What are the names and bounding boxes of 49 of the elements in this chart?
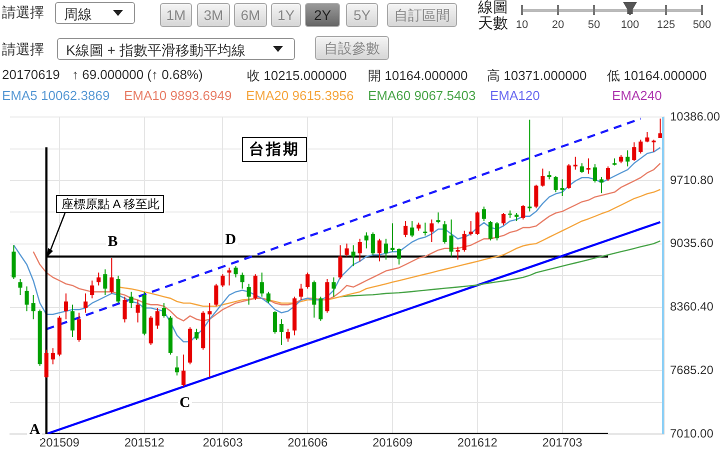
text: 請選擇 [2,41,44,59]
text: 1M [160,3,192,27]
text: EMA20 9615.3956 [246,88,354,103]
text: 100 [620,19,640,31]
text: 20 [550,19,566,31]
text: 線圖天數 [478,0,509,32]
text: 周線 [55,2,135,24]
text: 自設參數 [315,36,389,60]
x-tick-label: 201612 [457,436,498,450]
text: 6M [234,3,267,27]
text: 收 10215.000000 [247,67,347,85]
text: K線圖 + 指數平滑移動平均線 [57,38,295,60]
text: 1Y [271,3,301,27]
text: 2Y [305,3,340,27]
annotation: 座標原點 A 移至此 [56,194,164,213]
y-tick-label: 9035.60 [670,236,714,250]
text: 5Y [346,3,378,27]
annotation: D [223,232,238,250]
y-tick-label: 7685.20 [670,362,714,377]
text: 10 [514,19,530,31]
annotation: A [27,422,42,439]
legend-label: EMA120 [490,88,540,103]
y-tick-label: 9710.80 [670,172,714,187]
text: 低 10164.000000 [607,67,707,85]
text: 自訂區間 [387,3,457,27]
text: 50 [586,19,602,31]
text: 500 [692,19,712,31]
text: 開 10164.000000 [368,67,468,85]
text: 125 [656,19,676,31]
x-tick-label: 201606 [288,436,328,450]
text: 請選擇 [2,4,44,22]
annotation: C [178,395,192,412]
text: ↑ 69.000000 (↑ 0.68%) [72,67,203,82]
x-tick-label: 201603 [202,436,244,450]
x-tick-label: 201609 [372,436,413,450]
annotation: B [106,234,120,252]
text: EMA10 9893.6949 [124,88,232,103]
text: 3M [197,3,230,27]
x-tick-label: 201703 [542,436,583,450]
text: 台指期 [242,137,307,162]
text: EMA60 9067.5403 [368,88,476,103]
y-tick-label: 7010.00 [670,426,714,440]
x-tick-label: 201512 [124,436,165,450]
text: 20170619 [2,67,60,82]
y-tick-label: 8360.40 [670,300,714,314]
y-tick-label: 10386.00 [670,110,720,124]
text: EMA5 10062.3869 [2,88,110,103]
legend-label: EMA240 [612,88,662,103]
text: 高 10371.000000 [487,67,587,85]
